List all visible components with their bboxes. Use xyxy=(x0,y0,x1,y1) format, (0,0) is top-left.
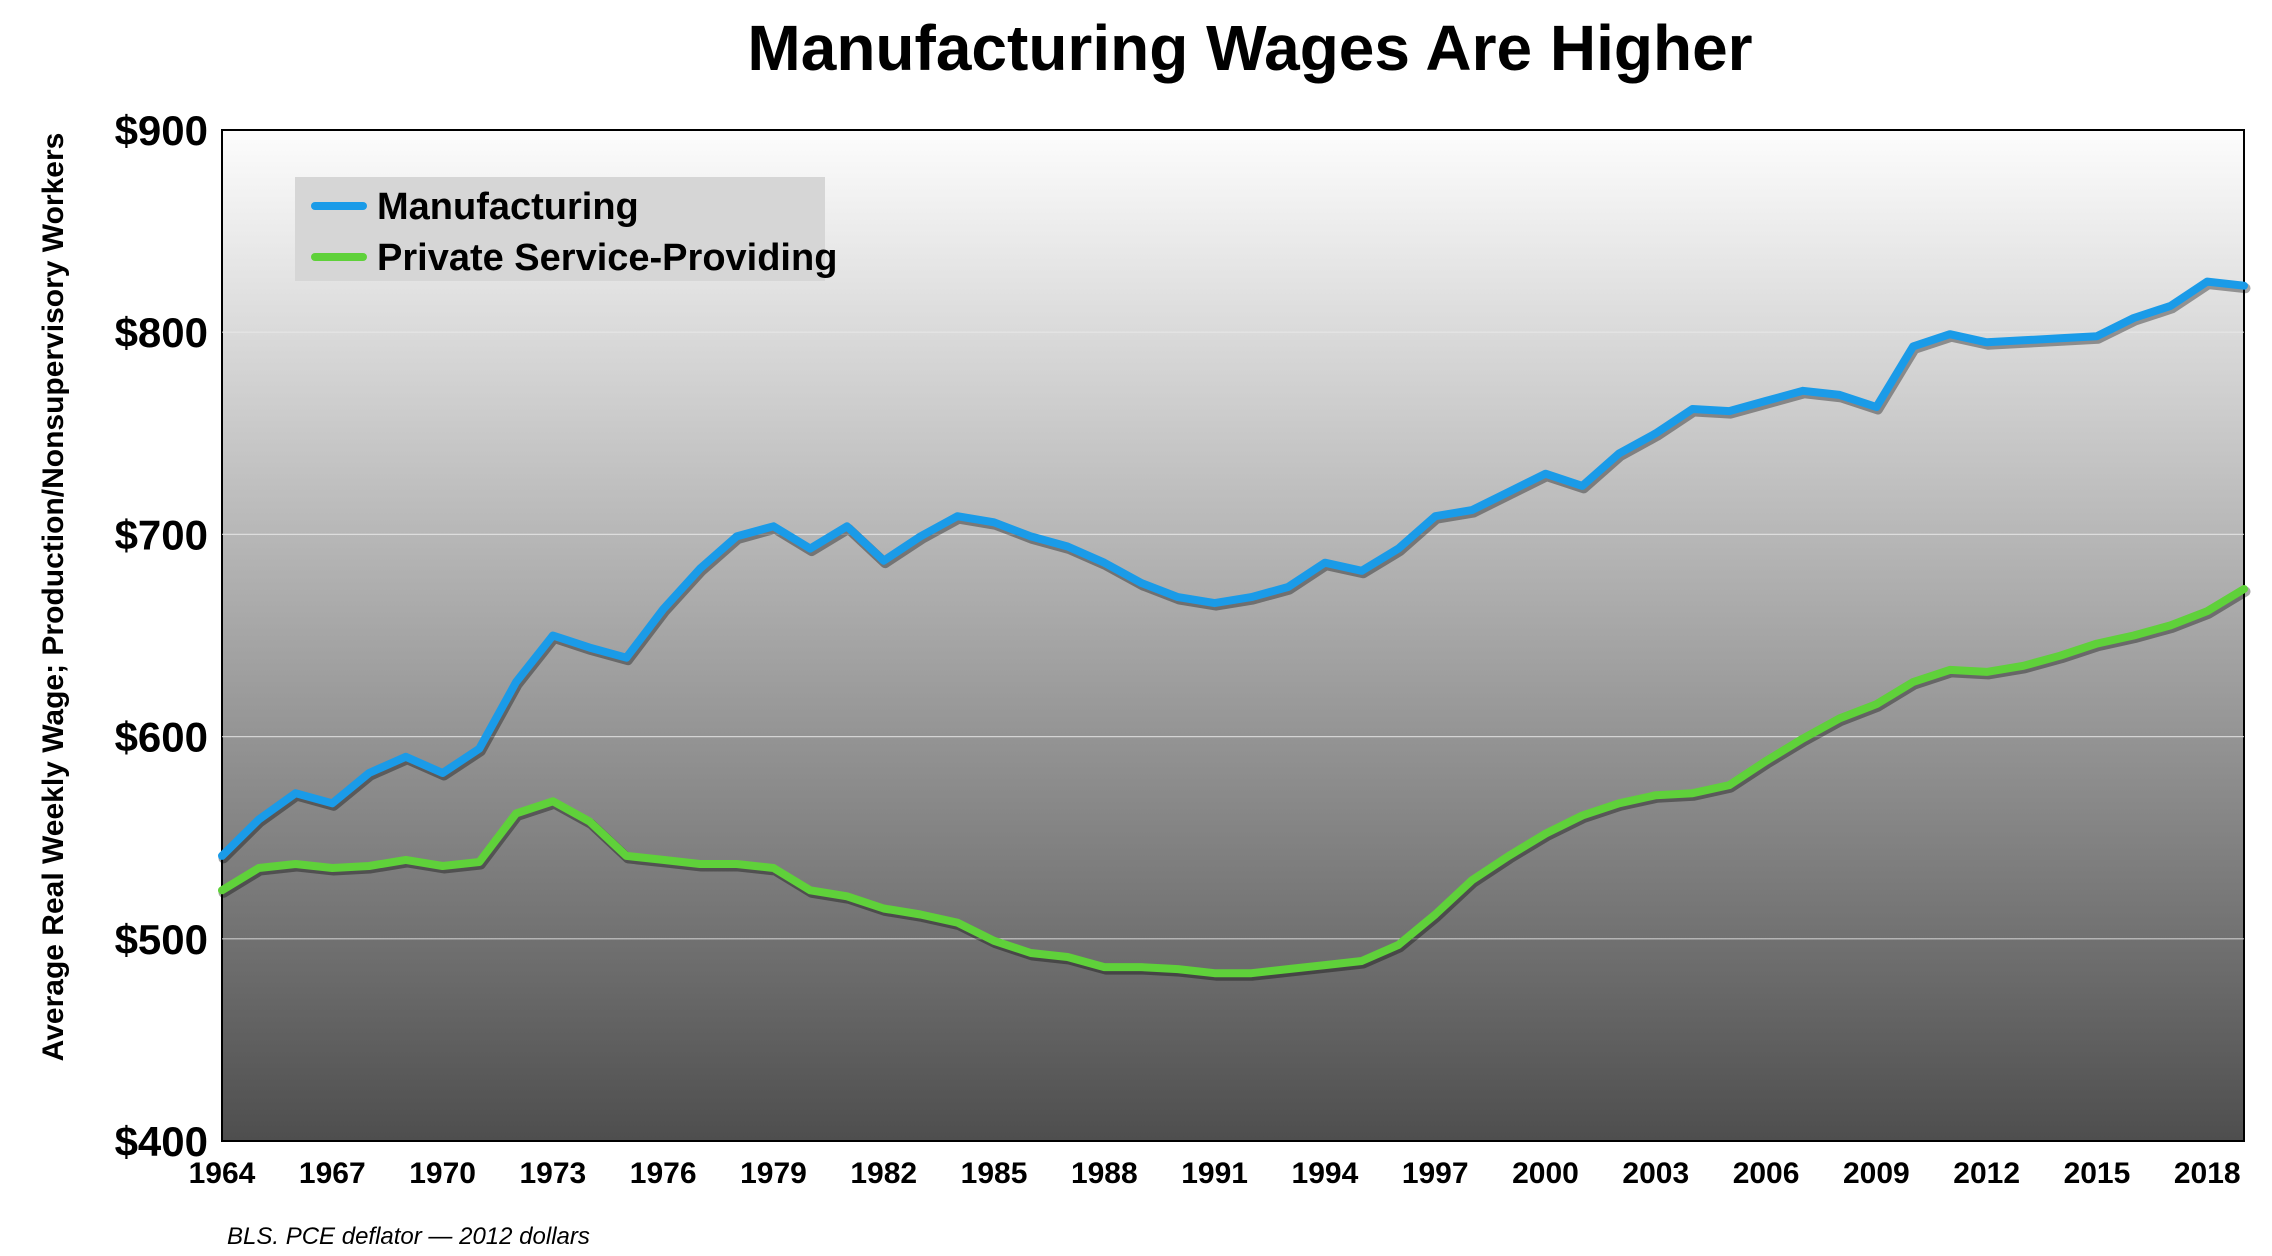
x-tick-label: 2003 xyxy=(1622,1157,1689,1190)
y-tick-label: $400 xyxy=(115,1118,208,1165)
legend: Manufacturing Private Service-Providing xyxy=(295,177,837,281)
x-tick-label: 1997 xyxy=(1402,1157,1469,1190)
gridlines xyxy=(222,331,2244,940)
y-tick-label: $900 xyxy=(115,107,208,154)
x-tick-label: 2012 xyxy=(1953,1157,2020,1190)
x-tick-label: 1982 xyxy=(850,1157,917,1190)
y-tick-label: $500 xyxy=(115,916,208,963)
x-tick-label: 1973 xyxy=(519,1157,586,1190)
x-tick-label: 1970 xyxy=(409,1157,476,1190)
x-tick-label: 1967 xyxy=(299,1157,366,1190)
x-tick-label: 1985 xyxy=(961,1157,1028,1190)
series-lines xyxy=(218,277,2251,981)
x-tick-label: 2006 xyxy=(1733,1157,1800,1190)
y-tick-label: $600 xyxy=(115,714,208,761)
x-tick-label: 2000 xyxy=(1512,1157,1579,1190)
x-tick-label: 1976 xyxy=(630,1157,697,1190)
legend-label-private-service-providing: Private Service-Providing xyxy=(377,237,837,279)
series-line-private-service-providing xyxy=(218,585,2248,978)
legend-box xyxy=(295,177,825,281)
y-tick-label: $800 xyxy=(115,309,208,356)
x-tick-label: 2015 xyxy=(2064,1157,2131,1190)
x-tick-label: 1991 xyxy=(1181,1157,1248,1190)
plot-area xyxy=(221,129,2245,1142)
x-tick-label: 1988 xyxy=(1071,1157,1138,1190)
chart-title: Manufacturing Wages Are Higher xyxy=(747,12,1752,84)
series-line-manufacturing xyxy=(218,277,2248,860)
y-axis-ticks: $400 $500 $600 $700 $800 $900 xyxy=(115,107,208,1165)
x-axis-ticks: 1964 1967 1970 1973 1976 1979 1982 1985 1988 1991… xyxy=(189,1157,2241,1190)
x-tick-label: 1964 xyxy=(189,1157,256,1190)
x-tick-label: 2009 xyxy=(1843,1157,1910,1190)
legend-label-manufacturing: Manufacturing xyxy=(377,186,639,228)
source-note: BLS. PCE deflator — 2012 dollars xyxy=(227,1223,590,1250)
x-tick-label: 1979 xyxy=(740,1157,807,1190)
x-tick-label: 1994 xyxy=(1292,1157,1359,1190)
y-axis-label: Average Real Weekly Wage; Production/Non… xyxy=(37,133,70,1062)
y-tick-label: $700 xyxy=(115,511,208,558)
x-tick-label: 2018 xyxy=(2174,1157,2241,1190)
